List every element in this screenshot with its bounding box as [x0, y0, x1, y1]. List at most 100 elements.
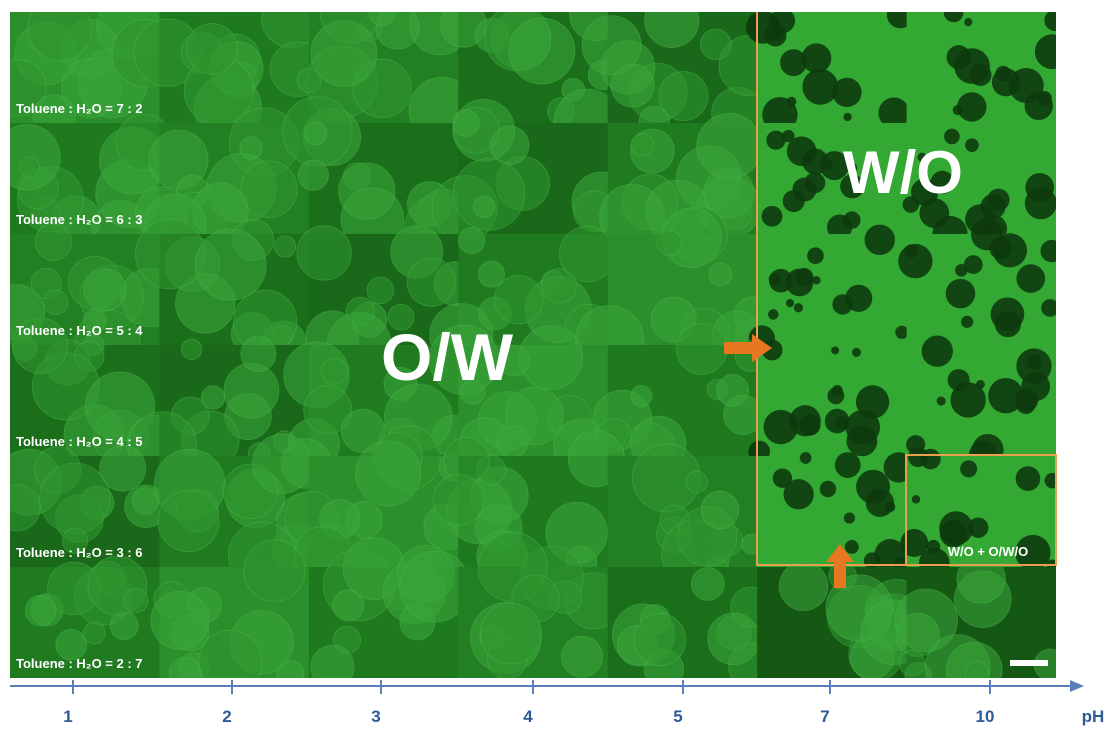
droplet — [843, 112, 852, 122]
droplet — [944, 128, 960, 145]
droplet — [1024, 91, 1053, 121]
droplet — [123, 587, 149, 614]
droplet — [1044, 12, 1056, 32]
droplet — [559, 225, 616, 283]
row-label: Toluene : H₂O = 7 : 2 — [16, 101, 143, 116]
droplet — [831, 346, 840, 355]
droplet — [297, 159, 329, 191]
droplet — [823, 159, 834, 170]
droplet — [55, 628, 88, 661]
droplet — [939, 519, 968, 548]
droplet — [763, 409, 798, 445]
droplet — [895, 325, 909, 339]
droplet — [387, 303, 415, 331]
micrograph-grid — [10, 12, 1056, 678]
droplet — [1016, 264, 1046, 293]
droplet — [994, 311, 1021, 338]
droplet — [633, 613, 687, 667]
x-axis-arrow — [1070, 680, 1084, 692]
droplet — [954, 48, 990, 84]
droplet — [865, 488, 895, 517]
droplet — [900, 529, 929, 557]
row-label: Toluene : H₂O = 2 : 7 — [16, 656, 143, 671]
arrow-up — [826, 544, 854, 588]
droplet — [157, 489, 220, 553]
droplet — [457, 226, 486, 255]
droplet — [498, 344, 530, 377]
droplet — [472, 195, 496, 219]
droplet — [630, 133, 654, 157]
droplet — [807, 247, 824, 265]
droplet — [707, 612, 760, 666]
droplet — [991, 68, 1021, 97]
droplet — [194, 228, 267, 301]
droplet — [780, 49, 807, 77]
droplet — [930, 170, 954, 194]
droplet — [843, 211, 861, 229]
droplet — [644, 12, 700, 49]
droplet — [864, 224, 895, 256]
droplet — [919, 198, 950, 228]
droplet — [19, 156, 41, 178]
droplet — [180, 338, 203, 361]
droplet — [768, 309, 779, 320]
droplet — [961, 315, 974, 328]
droplet — [27, 12, 92, 62]
droplet — [332, 589, 365, 622]
droplet — [630, 385, 653, 408]
droplet — [477, 260, 506, 288]
droplet — [988, 378, 1024, 414]
droplet — [696, 113, 763, 180]
droplet — [10, 484, 41, 532]
region-label: W/O + O/W/O — [948, 544, 1029, 559]
droplet — [109, 611, 139, 641]
droplet — [99, 444, 147, 492]
mixed-region-box — [905, 454, 1057, 566]
droplet — [1016, 395, 1036, 415]
droplet — [792, 177, 817, 202]
droplet — [843, 512, 856, 524]
x-tick-label: 1 — [63, 707, 72, 726]
droplet — [39, 462, 111, 535]
overlay: Toluene : H₂O = 7 : 2 Toluene : H₂O = 6 :… — [10, 12, 1104, 726]
droplet — [943, 12, 964, 23]
droplet — [560, 635, 603, 678]
droplet — [490, 125, 530, 165]
droplet — [846, 425, 878, 457]
droplet — [83, 268, 127, 312]
droplet — [186, 22, 238, 75]
x-axis-label: pH — [1082, 707, 1105, 726]
droplet — [947, 369, 970, 392]
droplet — [902, 196, 920, 213]
droplet — [168, 656, 202, 678]
droplet — [926, 539, 941, 554]
droplet — [1034, 34, 1056, 70]
x-tick-label: 4 — [523, 707, 533, 726]
droplet — [452, 158, 526, 231]
droplet — [968, 517, 989, 538]
droplet — [508, 17, 576, 85]
droplet — [965, 138, 979, 153]
droplet — [1041, 299, 1056, 317]
droplet — [987, 188, 1010, 212]
droplet — [656, 230, 683, 256]
droplet — [685, 470, 709, 494]
droplet — [840, 174, 865, 199]
droplet — [198, 629, 263, 678]
arrow-right — [724, 334, 772, 362]
droplet — [957, 92, 987, 122]
droplet — [200, 385, 226, 410]
droplet — [460, 379, 486, 405]
droplet — [1026, 354, 1042, 370]
droplet — [834, 452, 861, 478]
x-tick-label: 10 — [976, 707, 995, 726]
droplet — [24, 594, 57, 627]
droplet — [581, 15, 642, 76]
droplet — [699, 28, 732, 61]
droplet — [432, 473, 485, 526]
droplet — [303, 121, 328, 146]
droplet — [708, 262, 733, 287]
droplet — [761, 205, 783, 227]
droplet — [243, 539, 306, 602]
droplet — [963, 255, 983, 274]
